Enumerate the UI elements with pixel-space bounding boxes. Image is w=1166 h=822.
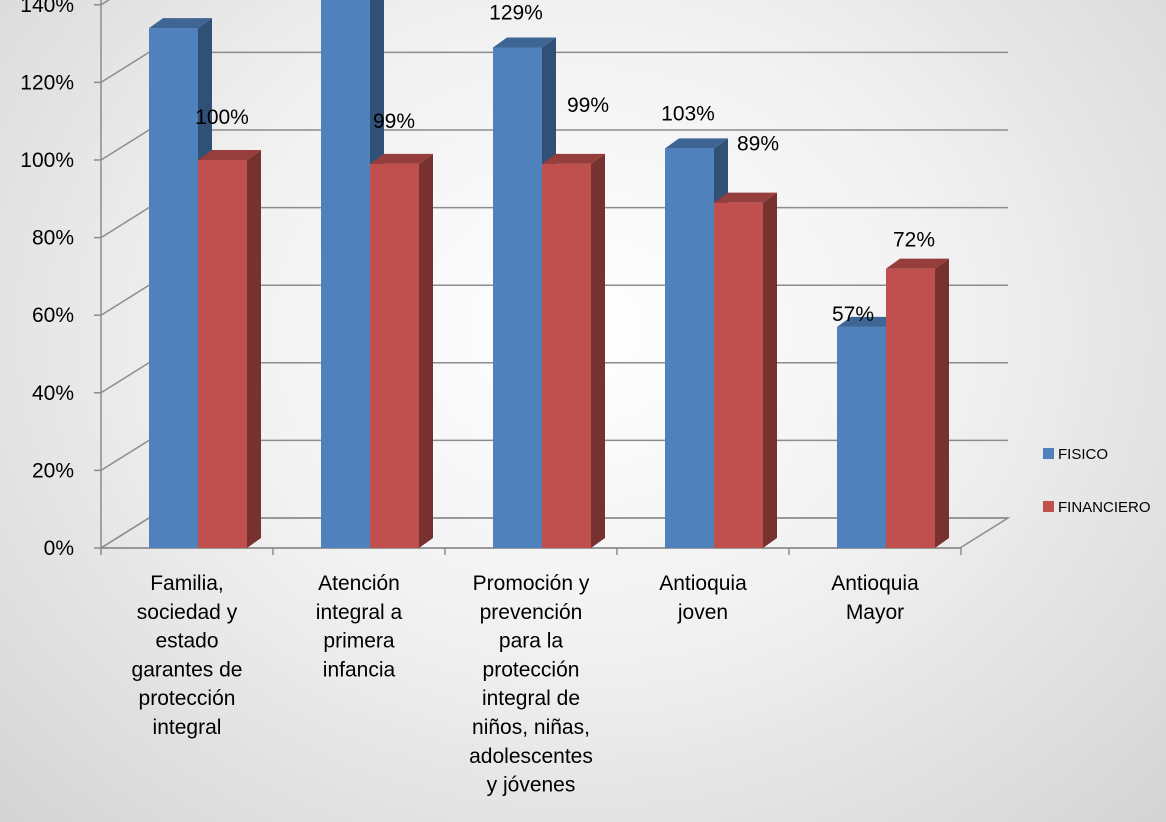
category-label-line: joven [677, 601, 728, 624]
bar-fisico-2 [493, 47, 542, 548]
bar-financiero-4-side [935, 259, 949, 548]
legend-swatch-financiero [1043, 501, 1054, 512]
data-label: 99% [373, 110, 415, 133]
legend-label-fisico: FISICO [1058, 446, 1108, 463]
y-tick-label: 40% [32, 382, 74, 405]
legend-swatch-fisico [1043, 448, 1054, 459]
category-label: Atención integral a primera infancia [316, 572, 403, 681]
data-label: 99% [567, 94, 609, 117]
gridline [101, 0, 1008, 5]
data-label: 100% [195, 106, 249, 129]
category-label-line: Antioquia [659, 572, 747, 595]
category-label-line: integral de [482, 687, 580, 710]
category-label-line: adolescentes [469, 745, 593, 768]
category-label-line: integral a [316, 601, 403, 624]
category-label-line: protección [139, 687, 236, 710]
data-label: 89% [737, 133, 779, 156]
category-label-line: sociedad y [137, 601, 238, 624]
y-tick-label: 80% [32, 227, 74, 250]
category-label-line: prevención [480, 601, 583, 624]
category-label-line: infancia [323, 658, 396, 681]
bar-financiero-2 [542, 164, 591, 548]
bar-financiero-0 [198, 160, 247, 548]
bar-financiero-2-side [591, 154, 605, 548]
category-label-line: Mayor [846, 601, 904, 624]
y-tick-label: 100% [20, 149, 74, 172]
y-tick-label: 0% [44, 537, 74, 560]
category-label-line: Atención [318, 572, 400, 595]
y-tick-label: 20% [32, 459, 74, 482]
bar-fisico-4 [837, 327, 886, 548]
bar-fisico-3 [665, 148, 714, 548]
legend: FISICO FINANCIERO [1043, 446, 1151, 516]
category-label-line: primera [323, 630, 395, 653]
data-label: 57% [832, 303, 874, 326]
category-label-line: y jóvenes [487, 774, 576, 797]
category-label-line: Promoción y [473, 572, 590, 595]
data-label: 103% [661, 102, 715, 125]
category-label-line: garantes de [132, 658, 243, 681]
legend-label-financiero: FINANCIERO [1058, 499, 1151, 516]
bar-fisico-1 [321, 0, 370, 548]
data-label: 129% [489, 1, 543, 24]
bar-fisico-0 [149, 28, 198, 548]
bar-financiero-0-side [247, 150, 261, 548]
category-label: Antioquia Mayor [831, 572, 919, 624]
category-labels: Familia, sociedad y estado garantes de prote… [132, 572, 920, 797]
data-label: 72% [893, 229, 935, 252]
data-label: 134% [145, 0, 199, 5]
y-axis-ticks: 0%20%40%60%80%100%120%140%160% [20, 0, 101, 560]
category-label-line: Familia, [150, 572, 224, 595]
category-label-line: para la [499, 630, 564, 653]
bar-financiero-4 [886, 269, 935, 548]
category-label-line: protección [483, 658, 580, 681]
y-tick-label: 120% [20, 71, 74, 94]
bars [149, 0, 949, 548]
bar-financiero-1-side [419, 154, 433, 548]
category-label-line: estado [155, 630, 218, 653]
category-label: Antioquia joven [659, 572, 747, 624]
y-tick-label: 60% [32, 304, 74, 327]
category-label-line: integral [153, 716, 222, 739]
category-label-line: niños, niñas, [472, 716, 590, 739]
category-label: Promoción y prevención para la protección in… [469, 572, 593, 797]
y-tick-label: 140% [20, 0, 74, 17]
category-label: Familia, sociedad y estado garantes de prote… [132, 572, 243, 739]
bar-financiero-3 [714, 203, 763, 548]
bar-financiero-1 [370, 164, 419, 548]
bar-financiero-3-side [763, 193, 777, 548]
category-label-line: Antioquia [831, 572, 919, 595]
